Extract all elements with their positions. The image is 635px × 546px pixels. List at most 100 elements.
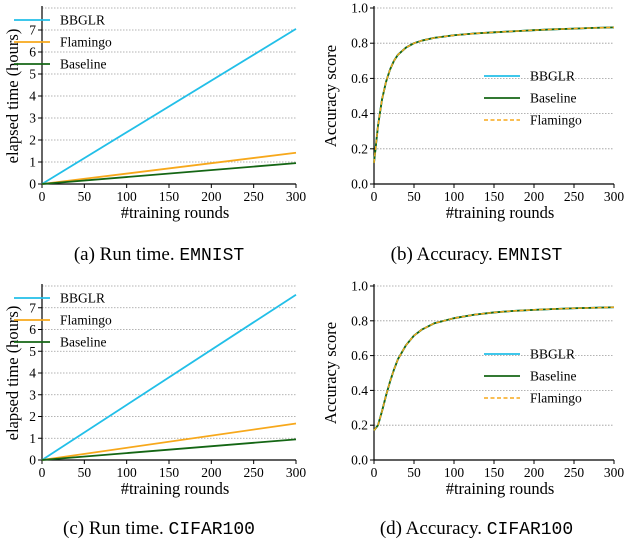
chart-c-runtime-cifar100: 0 1 2 3 4 5 6 7 0 50 100 150 200 250 300 #training roun… <box>0 278 318 510</box>
chart-a-xtick-label-0: 0 <box>39 189 46 204</box>
chart-d-series-bbglr <box>373 306 615 431</box>
chart-c-series-bbglr <box>41 293 297 461</box>
chart-d-xtick-label-6: 300 <box>604 465 625 480</box>
chart-b-legend-label-bbglr: BBGLR <box>530 69 575 84</box>
chart-a-ytick-label-7: 7 <box>29 23 36 38</box>
chart-a-legend-label-flamingo: Flamingo <box>60 35 112 50</box>
chart-d-xtick-label-1: 50 <box>407 465 421 480</box>
chart-d-ytick-label-1: 0.2 <box>351 418 368 433</box>
chart-b-series-baseline <box>373 26 615 163</box>
chart-b-ytick-label-4: 0.8 <box>351 36 368 51</box>
caption-d-dataset: CIFAR100 <box>486 520 574 540</box>
chart-c-xtick-label-3: 150 <box>159 465 180 480</box>
caption-b: (b) Accuracy. EMNIST <box>318 244 635 266</box>
chart-a-series-flamingo <box>41 151 297 185</box>
caption-d: (d) Accuracy. CIFAR100 <box>318 518 635 540</box>
chart-c-ytick-label-7: 7 <box>29 300 36 315</box>
caption-a: (a) Run time. EMNIST <box>0 244 318 266</box>
chart-d-xlabel: #training rounds <box>446 479 555 498</box>
chart-a-xtick-label-6: 300 <box>286 189 307 204</box>
chart-b-ytick-label-2: 0.4 <box>351 106 368 121</box>
chart-c-ytick-label-0: 0 <box>29 453 36 468</box>
chart-b-ytick-label-3: 0.6 <box>351 71 368 86</box>
chart-b-ytick-label-5: 1.0 <box>351 1 368 16</box>
chart-a-ytick-label-5: 5 <box>29 67 36 82</box>
chart-d-xtick-label-2: 100 <box>444 465 465 480</box>
chart-a-legend-label-baseline: Baseline <box>60 57 107 72</box>
chart-c-legend: BBGLR Flamingo Baseline <box>14 291 112 350</box>
chart-b-xtick-label-6: 300 <box>604 189 625 204</box>
chart-b-series-bbglr <box>373 26 615 163</box>
chart-c-ytick-label-4: 4 <box>29 366 36 381</box>
chart-c-ylabel: elapsed time (hours) <box>3 306 22 441</box>
chart-a-xtick-label-2: 100 <box>117 189 138 204</box>
chart-b-xtick-label-1: 50 <box>407 189 421 204</box>
chart-a-ytick-label-0: 0 <box>29 177 36 192</box>
chart-c-ytick-label-5: 5 <box>29 344 36 359</box>
chart-d-accuracy-cifar100: 0.0 0.2 0.4 0.6 0.8 1.0 0 50 100 150 200 250 300 #tra… <box>318 278 635 510</box>
chart-c-xtick-label-0: 0 <box>39 465 46 480</box>
chart-b-ylabel: Accuracy score <box>321 45 340 147</box>
chart-c-series-flamingo <box>41 422 297 461</box>
caption-b-dataset: EMNIST <box>497 246 563 266</box>
chart-b-xtick-label-3: 150 <box>484 189 505 204</box>
caption-b-text: (b) Accuracy. <box>390 244 493 265</box>
chart-c-svg: 0 1 2 3 4 5 6 7 0 50 100 150 200 250 300 #training roun… <box>3 284 307 498</box>
chart-b-legend-label-baseline: Baseline <box>530 91 577 106</box>
chart-d-xtick-label-4: 200 <box>524 465 545 480</box>
chart-b-xtick-label-5: 250 <box>564 189 585 204</box>
chart-a-ylabel: elapsed time (hours) <box>3 29 22 164</box>
chart-a-series-baseline <box>41 162 297 185</box>
chart-b-legend-label-flamingo: Flamingo <box>530 113 582 128</box>
chart-b-series-flamingo <box>373 26 615 163</box>
chart-b-xtick-label-4: 200 <box>524 189 545 204</box>
chart-a-ytick-label-2: 2 <box>29 133 36 148</box>
chart-d-ylabel: Accuracy score <box>321 322 340 424</box>
chart-a-legend: BBGLR Flamingo Baseline <box>14 13 112 72</box>
chart-d-ytick-label-5: 1.0 <box>351 279 368 294</box>
chart-d-xtick-label-5: 250 <box>564 465 585 480</box>
caption-a-dataset: EMNIST <box>179 246 245 266</box>
caption-d-text: (d) Accuracy. <box>379 518 482 539</box>
chart-b-legend: BBGLR Baseline Flamingo <box>484 69 582 128</box>
caption-a-text: (a) Run time. <box>73 244 175 265</box>
chart-d-series-baseline <box>373 306 615 431</box>
chart-d-ytick-label-4: 0.8 <box>351 313 368 328</box>
chart-a-xtick-label-1: 50 <box>78 189 92 204</box>
chart-d-series-flamingo <box>373 306 615 431</box>
chart-a-ytick-label-1: 1 <box>29 155 36 170</box>
chart-d-svg: 0.0 0.2 0.4 0.6 0.8 1.0 0 50 100 150 200 250 300 #tra… <box>321 279 625 499</box>
chart-b-xlabel: #training rounds <box>446 203 555 222</box>
chart-c-ytick-label-3: 3 <box>29 387 36 402</box>
chart-d-legend-label-bbglr: BBGLR <box>530 347 575 362</box>
chart-a-xtick-label-5: 250 <box>244 189 265 204</box>
chart-a-legend-label-bbglr: BBGLR <box>60 13 105 28</box>
chart-c-series-baseline <box>41 438 297 461</box>
chart-d-legend-label-flamingo: Flamingo <box>530 391 582 406</box>
chart-c-legend-label-baseline: Baseline <box>60 335 107 350</box>
chart-c-xtick-label-2: 100 <box>117 465 138 480</box>
chart-c-xtick-label-6: 300 <box>286 465 307 480</box>
chart-c-xtick-label-5: 250 <box>244 465 265 480</box>
chart-d-legend-label-baseline: Baseline <box>530 369 577 384</box>
caption-c-dataset: CIFAR100 <box>168 520 255 540</box>
chart-d-legend: BBGLR Baseline Flamingo <box>484 347 582 406</box>
chart-a-runtime-emnist: 0 1 2 3 4 5 6 7 0 50 100 150 200 250 300 #training roun… <box>0 0 318 232</box>
chart-c-xtick-label-4: 200 <box>201 465 222 480</box>
chart-d-xtick-label-3: 150 <box>484 465 505 480</box>
caption-c-text: (c) Run time. <box>63 518 164 539</box>
chart-d-ytick-label-0: 0.0 <box>351 453 368 468</box>
chart-b-xtick-label-2: 100 <box>444 189 465 204</box>
chart-a-ytick-label-3: 3 <box>29 111 36 126</box>
chart-c-legend-label-flamingo: Flamingo <box>60 313 112 328</box>
chart-c-xtick-label-1: 50 <box>78 465 92 480</box>
chart-a-xtick-label-4: 200 <box>201 189 222 204</box>
chart-a-ytick-label-6: 6 <box>29 45 36 60</box>
chart-a-svg: 0 1 2 3 4 5 6 7 0 50 100 150 200 250 300 #training roun… <box>3 6 307 222</box>
chart-a-xtick-label-3: 150 <box>159 189 180 204</box>
chart-c-ytick-label-1: 1 <box>29 431 36 446</box>
chart-c-legend-label-bbglr: BBGLR <box>60 291 105 306</box>
chart-a-ytick-label-4: 4 <box>29 89 36 104</box>
chart-c-ytick-label-6: 6 <box>29 322 36 337</box>
chart-b-accuracy-emnist: 0.0 0.2 0.4 0.6 0.8 1.0 0 50 100 150 200 250 300 #tra… <box>318 0 635 232</box>
